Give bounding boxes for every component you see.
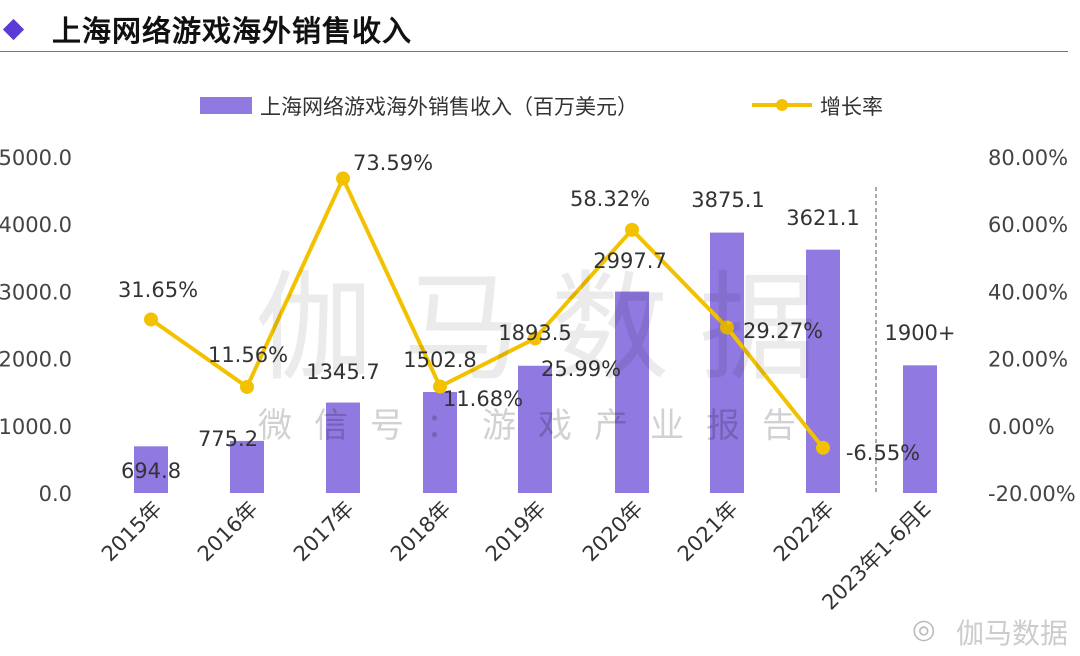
bar-value-label: 3875.1 [691, 188, 764, 212]
x-axis-label: 2015年 [97, 497, 167, 567]
bar [710, 232, 744, 494]
growth-point [720, 320, 734, 335]
growth-value-label: 58.32% [570, 187, 650, 211]
bar-value-label: 1893.5 [498, 321, 571, 345]
bar [903, 365, 937, 493]
x-axis-label: 2019年 [481, 497, 551, 567]
right-axis-tick: 80.00% [988, 146, 1068, 170]
x-axis-label: 2020年 [578, 497, 648, 567]
bar-value-label: 3621.1 [786, 206, 859, 230]
bar-value-label: 694.8 [121, 459, 181, 483]
right-axis-tick: 0.00% [988, 415, 1055, 439]
growth-value-label: 31.65% [118, 278, 198, 302]
left-axis-tick: 4000.0 [0, 213, 72, 237]
bar [806, 249, 840, 493]
legend-bar-label: 上海网络游戏海外销售收入（百万美元） [260, 95, 638, 119]
bar [230, 440, 264, 493]
bar-value-label: 1900+ [884, 321, 955, 345]
legend-line-marker [776, 99, 788, 111]
growth-point [336, 171, 350, 186]
left-axis-tick: 3000.0 [0, 280, 72, 304]
bar-value-label: 1345.7 [306, 360, 379, 384]
right-axis-tick: -20.00% [988, 482, 1076, 506]
growth-point [816, 440, 830, 455]
right-axis-tick: 40.00% [988, 280, 1068, 304]
bar [423, 392, 457, 493]
growth-value-label: 11.56% [208, 343, 288, 367]
x-axis-label: 2017年 [289, 497, 359, 567]
legend-line-label: 增长率 [820, 95, 883, 119]
bar [518, 365, 552, 493]
right-axis-tick: 20.00% [988, 348, 1068, 372]
growth-point [625, 222, 639, 237]
growth-value-label: 25.99% [541, 357, 621, 381]
growth-value-label: 29.27% [743, 319, 823, 343]
left-axis-tick: 5000.0 [0, 146, 72, 170]
bar-value-label: 2997.7 [593, 249, 666, 273]
left-axis-tick: 1000.0 [0, 415, 72, 439]
x-axis-label: 2022年 [769, 497, 839, 567]
right-axis-tick: 60.00% [988, 213, 1068, 237]
growth-value-label: -6.55% [846, 441, 920, 465]
bar [134, 446, 168, 493]
growth-value-label: 73.59% [353, 151, 433, 175]
bar-value-label: 1502.8 [403, 348, 476, 372]
bar-value-label: 775.2 [198, 427, 258, 451]
left-axis-tick: 2000.0 [0, 348, 72, 372]
page-title: 上海网络游戏海外销售收入 [52, 14, 413, 48]
growth-line [149, 176, 825, 450]
growth-point [144, 312, 158, 327]
growth-value-label: 11.68% [443, 387, 523, 411]
growth-point [433, 379, 447, 394]
title-divider [0, 51, 1068, 52]
left-axis-tick: 0.0 [39, 482, 72, 506]
x-axis-label: 2018年 [386, 497, 456, 567]
bar [326, 402, 360, 493]
bar [615, 291, 649, 493]
legend-bar-swatch [200, 97, 252, 114]
x-axis-label: 2016年 [193, 497, 263, 567]
x-axis-label: 2021年 [673, 497, 743, 567]
growth-point [240, 379, 254, 394]
growth-point [528, 331, 542, 346]
